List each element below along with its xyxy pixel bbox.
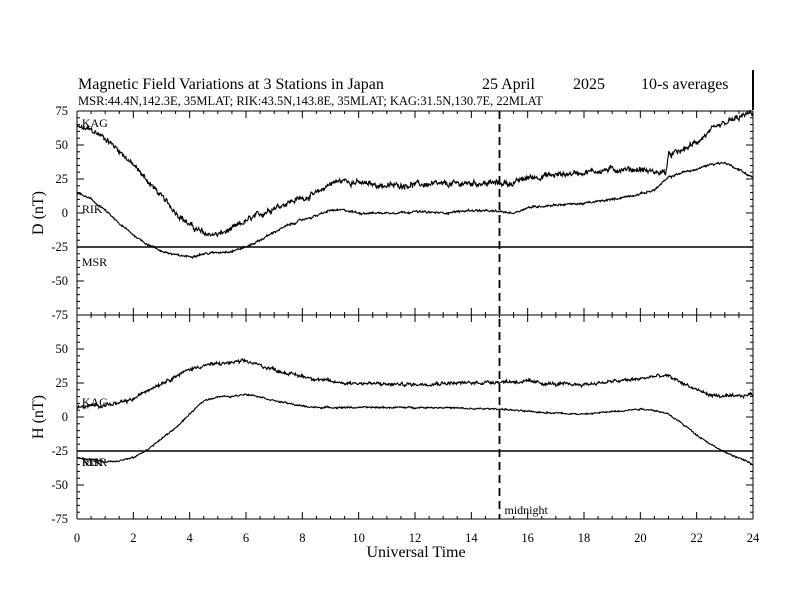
- x-tick-label: 16: [521, 531, 534, 545]
- x-tick-label: 12: [409, 531, 422, 545]
- chart-averaging: 10-s averages: [641, 76, 729, 93]
- panel-2-y-tick-label: 0: [62, 410, 68, 424]
- panel-1-series-rik: [77, 161, 754, 260]
- x-tick-label: 6: [243, 531, 249, 545]
- x-tick-label: 14: [465, 531, 478, 545]
- panel-1-y-tick-label: -50: [51, 274, 68, 288]
- panel-1-y-tick-label: 25: [56, 172, 69, 186]
- panel-1-station-label-msr: MSR: [82, 255, 107, 269]
- panel-2-station-label-msr: MSR: [82, 455, 107, 469]
- x-tick-label: 10: [352, 531, 365, 545]
- panel-2-y-tick-label: 50: [56, 342, 69, 356]
- panel-1-y-tick-label: 0: [62, 206, 68, 220]
- panel-2-station-label-rik: RIK: [82, 455, 103, 469]
- panel-1-station-label-rik: RIK: [82, 202, 103, 216]
- x-tick-label: 4: [187, 531, 194, 545]
- x-axis-title: Universal Time: [366, 544, 465, 561]
- panel-2-y-tick-label: -25: [51, 444, 68, 458]
- panel-2-station-label-kag: KAG: [82, 395, 108, 409]
- x-tick-label: 2: [130, 531, 136, 545]
- x-tick-label: 0: [74, 531, 80, 545]
- panel-2-y-tick-label: 25: [56, 376, 69, 390]
- panel-2-series-rik: [76, 393, 754, 466]
- panel-2-y-tick-label: -75: [51, 512, 68, 526]
- panel-2-y-axis-title: H (nT): [30, 395, 47, 439]
- midnight-label: midnight: [505, 503, 549, 517]
- panel-1-station-label-kag: KAG: [82, 116, 108, 130]
- panel-1-y-tick-label: -25: [51, 240, 68, 254]
- panel-2-y-tick-label: -50: [51, 478, 68, 492]
- panel-2-series-kag: [76, 357, 754, 410]
- panel-1-y-tick-label: -75: [51, 308, 68, 322]
- x-tick-label: 24: [747, 531, 760, 545]
- panel-1-y-axis-title: D (nT): [30, 191, 47, 235]
- x-tick-label: 18: [578, 531, 591, 545]
- panel-1-series-kag: [76, 109, 754, 238]
- chart-subtitle: MSR:44.4N,142.3E, 35MLAT; RIK:43.5N,143.…: [78, 94, 543, 108]
- chart-title: Magnetic Field Variations at 3 Stations …: [78, 76, 384, 93]
- chart-year: 2025: [573, 76, 605, 93]
- x-tick-label: 20: [634, 531, 647, 545]
- chart-date: 25 April: [482, 76, 535, 93]
- panel-1-y-tick-label: 75: [56, 104, 69, 118]
- panel-1-y-tick-label: 50: [56, 138, 69, 152]
- x-tick-label: 22: [690, 531, 703, 545]
- x-tick-label: 8: [299, 531, 305, 545]
